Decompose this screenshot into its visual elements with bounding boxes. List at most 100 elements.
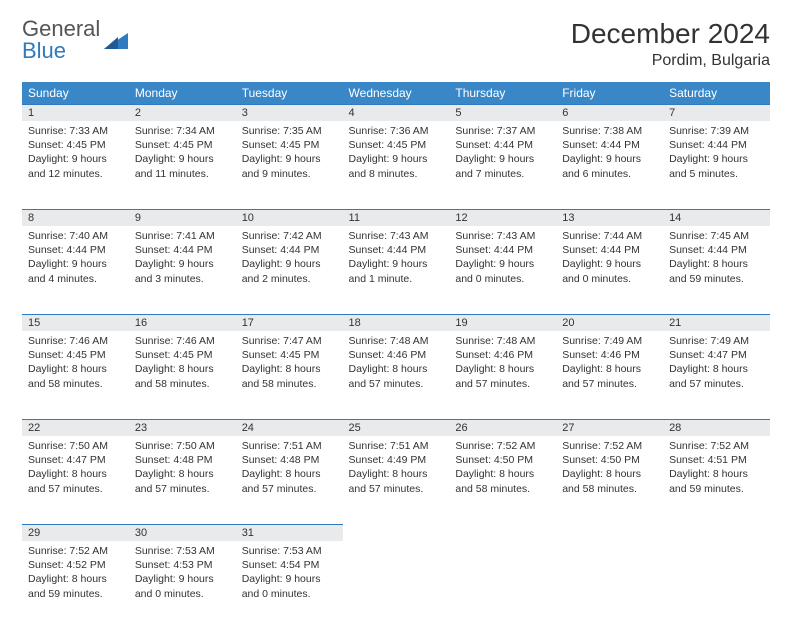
daylight-line: Daylight: 9 hours and 2 minutes. xyxy=(242,257,337,285)
daylight-line: Daylight: 8 hours and 57 minutes. xyxy=(135,467,230,495)
sunrise-line: Sunrise: 7:41 AM xyxy=(135,229,230,243)
sunrise-line: Sunrise: 7:42 AM xyxy=(242,229,337,243)
sunrise-line: Sunrise: 7:52 AM xyxy=(562,439,657,453)
day-cell: Sunrise: 7:49 AMSunset: 4:46 PMDaylight:… xyxy=(556,331,663,399)
day-number: 30 xyxy=(129,524,236,541)
day-cell: Sunrise: 7:36 AMSunset: 4:45 PMDaylight:… xyxy=(343,121,450,189)
sunset-line: Sunset: 4:44 PM xyxy=(28,243,123,257)
day-cell: Sunrise: 7:34 AMSunset: 4:45 PMDaylight:… xyxy=(129,121,236,189)
sunrise-line: Sunrise: 7:34 AM xyxy=(135,124,230,138)
sunset-line: Sunset: 4:51 PM xyxy=(669,453,764,467)
day-header: Friday xyxy=(556,82,663,104)
day-number: 18 xyxy=(343,314,450,331)
sunrise-line: Sunrise: 7:43 AM xyxy=(349,229,444,243)
day-number: 7 xyxy=(663,104,770,121)
daylight-line: Daylight: 8 hours and 58 minutes. xyxy=(242,362,337,390)
location: Pordim, Bulgaria xyxy=(571,52,770,70)
sunrise-line: Sunrise: 7:51 AM xyxy=(242,439,337,453)
sunrise-line: Sunrise: 7:39 AM xyxy=(669,124,764,138)
day-header: Saturday xyxy=(663,82,770,104)
sunset-line: Sunset: 4:47 PM xyxy=(669,348,764,362)
sunset-line: Sunset: 4:44 PM xyxy=(562,243,657,257)
day-cell: Sunrise: 7:35 AMSunset: 4:45 PMDaylight:… xyxy=(236,121,343,189)
day-number: 19 xyxy=(449,314,556,331)
daylight-line: Daylight: 9 hours and 12 minutes. xyxy=(28,152,123,180)
sunrise-line: Sunrise: 7:43 AM xyxy=(455,229,550,243)
sunrise-line: Sunrise: 7:52 AM xyxy=(28,544,123,558)
daylight-line: Daylight: 8 hours and 57 minutes. xyxy=(349,467,444,495)
day-number: 10 xyxy=(236,209,343,226)
sunset-line: Sunset: 4:44 PM xyxy=(135,243,230,257)
sunrise-line: Sunrise: 7:38 AM xyxy=(562,124,657,138)
sunrise-line: Sunrise: 7:53 AM xyxy=(135,544,230,558)
day-cell: Sunrise: 7:50 AMSunset: 4:47 PMDaylight:… xyxy=(22,436,129,504)
sunrise-line: Sunrise: 7:33 AM xyxy=(28,124,123,138)
title-block: December 2024 Pordim, Bulgaria xyxy=(571,18,770,70)
sunrise-line: Sunrise: 7:52 AM xyxy=(669,439,764,453)
daylight-line: Daylight: 8 hours and 57 minutes. xyxy=(28,467,123,495)
sunrise-line: Sunrise: 7:49 AM xyxy=(562,334,657,348)
sunrise-line: Sunrise: 7:45 AM xyxy=(669,229,764,243)
sunset-line: Sunset: 4:50 PM xyxy=(562,453,657,467)
day-number: 23 xyxy=(129,419,236,436)
daylight-line: Daylight: 8 hours and 58 minutes. xyxy=(28,362,123,390)
daylight-line: Daylight: 8 hours and 57 minutes. xyxy=(242,467,337,495)
day-header: Monday xyxy=(129,82,236,104)
day-number: 31 xyxy=(236,524,343,541)
day-cell: Sunrise: 7:33 AMSunset: 4:45 PMDaylight:… xyxy=(22,121,129,189)
day-cell: Sunrise: 7:39 AMSunset: 4:44 PMDaylight:… xyxy=(663,121,770,189)
day-cell: Sunrise: 7:49 AMSunset: 4:47 PMDaylight:… xyxy=(663,331,770,399)
day-number: 24 xyxy=(236,419,343,436)
day-number: 28 xyxy=(663,419,770,436)
day-cell: Sunrise: 7:52 AMSunset: 4:52 PMDaylight:… xyxy=(22,541,129,609)
sunrise-line: Sunrise: 7:40 AM xyxy=(28,229,123,243)
logo-word-blue: Blue xyxy=(22,38,66,63)
day-number: 25 xyxy=(343,419,450,436)
sunset-line: Sunset: 4:47 PM xyxy=(28,453,123,467)
header: General Blue December 2024 Pordim, Bulga… xyxy=(22,18,770,70)
daylight-line: Daylight: 9 hours and 3 minutes. xyxy=(135,257,230,285)
sunset-line: Sunset: 4:44 PM xyxy=(562,138,657,152)
sunset-line: Sunset: 4:45 PM xyxy=(28,138,123,152)
calendar-table: SundayMondayTuesdayWednesdayThursdayFrid… xyxy=(22,82,770,629)
sunset-line: Sunset: 4:48 PM xyxy=(242,453,337,467)
day-cell: Sunrise: 7:46 AMSunset: 4:45 PMDaylight:… xyxy=(129,331,236,399)
day-cell: Sunrise: 7:50 AMSunset: 4:48 PMDaylight:… xyxy=(129,436,236,504)
daylight-line: Daylight: 8 hours and 58 minutes. xyxy=(135,362,230,390)
sunset-line: Sunset: 4:46 PM xyxy=(562,348,657,362)
day-number: 3 xyxy=(236,104,343,121)
sunset-line: Sunset: 4:48 PM xyxy=(135,453,230,467)
sunrise-line: Sunrise: 7:48 AM xyxy=(349,334,444,348)
sunrise-line: Sunrise: 7:51 AM xyxy=(349,439,444,453)
sunset-line: Sunset: 4:45 PM xyxy=(28,348,123,362)
logo-sail-icon xyxy=(104,33,128,49)
logo-text: General Blue xyxy=(22,18,100,62)
sunset-line: Sunset: 4:54 PM xyxy=(242,558,337,572)
daylight-line: Daylight: 9 hours and 9 minutes. xyxy=(242,152,337,180)
daylight-line: Daylight: 9 hours and 0 minutes. xyxy=(455,257,550,285)
sunset-line: Sunset: 4:45 PM xyxy=(135,348,230,362)
day-number: 21 xyxy=(663,314,770,331)
daylight-line: Daylight: 8 hours and 59 minutes. xyxy=(669,467,764,495)
daylight-line: Daylight: 9 hours and 0 minutes. xyxy=(562,257,657,285)
sunset-line: Sunset: 4:52 PM xyxy=(28,558,123,572)
sunset-line: Sunset: 4:44 PM xyxy=(669,243,764,257)
daylight-line: Daylight: 9 hours and 0 minutes. xyxy=(242,572,337,600)
daylight-line: Daylight: 8 hours and 58 minutes. xyxy=(562,467,657,495)
daylight-line: Daylight: 9 hours and 1 minute. xyxy=(349,257,444,285)
day-number: 22 xyxy=(22,419,129,436)
sunset-line: Sunset: 4:49 PM xyxy=(349,453,444,467)
day-cell: Sunrise: 7:46 AMSunset: 4:45 PMDaylight:… xyxy=(22,331,129,399)
sunrise-line: Sunrise: 7:49 AM xyxy=(669,334,764,348)
sunset-line: Sunset: 4:50 PM xyxy=(455,453,550,467)
day-cell: Sunrise: 7:53 AMSunset: 4:53 PMDaylight:… xyxy=(129,541,236,609)
sunrise-line: Sunrise: 7:36 AM xyxy=(349,124,444,138)
day-cell: Sunrise: 7:44 AMSunset: 4:44 PMDaylight:… xyxy=(556,226,663,294)
day-number: 29 xyxy=(22,524,129,541)
sunrise-line: Sunrise: 7:48 AM xyxy=(455,334,550,348)
day-cell: Sunrise: 7:52 AMSunset: 4:51 PMDaylight:… xyxy=(663,436,770,504)
logo: General Blue xyxy=(22,18,128,62)
sunrise-line: Sunrise: 7:37 AM xyxy=(455,124,550,138)
day-number: 8 xyxy=(22,209,129,226)
sunset-line: Sunset: 4:44 PM xyxy=(349,243,444,257)
